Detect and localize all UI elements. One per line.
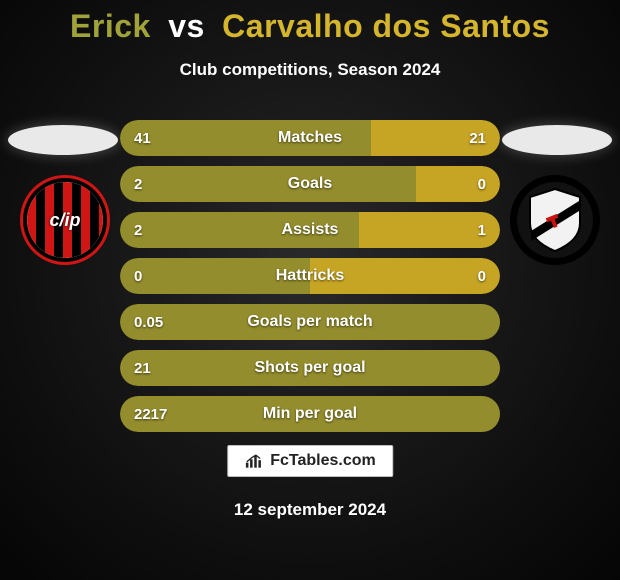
page-title: Erick vs Carvalho dos Santos — [0, 8, 620, 45]
vs-separator: vs — [168, 8, 205, 44]
stat-row-min-per-goal: Min per goal2217 — [120, 396, 500, 432]
player-b-name: Carvalho dos Santos — [222, 8, 550, 44]
stat-label: Matches — [120, 120, 500, 156]
team-a-crest: c/ip — [20, 175, 110, 265]
team-b-crest — [510, 175, 600, 265]
stat-label: Min per goal — [120, 396, 500, 432]
stat-label: Goals — [120, 166, 500, 202]
stat-value-b: 0 — [478, 166, 486, 202]
stat-row-goals: Goals2 0 — [120, 166, 500, 202]
shield-icon — [525, 187, 585, 253]
player-a-halo — [8, 125, 118, 155]
stat-value-b: 0 — [478, 258, 486, 294]
stat-label: Hattricks — [120, 258, 500, 294]
subtitle: Club competitions, Season 2024 — [0, 60, 620, 80]
player-a-name: Erick — [70, 8, 151, 44]
stat-row-hattricks: Hattricks0 0 — [120, 258, 500, 294]
stat-row-assists: Assists2 1 — [120, 212, 500, 248]
player-b-halo — [502, 125, 612, 155]
stat-value-a: 2217 — [134, 396, 167, 432]
stat-row-matches: Matches41 21 — [120, 120, 500, 156]
crest-a-text: c/ip — [49, 210, 80, 231]
comparison-infographic: Erick vs Carvalho dos Santos Club compet… — [0, 0, 620, 580]
stat-value-a: 21 — [134, 350, 151, 386]
stat-row-shots-per-goal: Shots per goal21 — [120, 350, 500, 386]
stat-value-b: 1 — [478, 212, 486, 248]
stat-value-a: 2 — [134, 212, 142, 248]
stat-value-a: 41 — [134, 120, 151, 156]
stat-value-b: 21 — [469, 120, 486, 156]
stat-label: Assists — [120, 212, 500, 248]
stat-value-a: 2 — [134, 166, 142, 202]
watermark-text: FcTables.com — [270, 452, 376, 470]
stat-value-a: 0.05 — [134, 304, 163, 340]
bar-chart-icon — [244, 452, 264, 470]
stat-rows: Matches4121Goals20Assists21Hattricks00Go… — [120, 120, 500, 442]
watermark: FcTables.com — [227, 445, 393, 477]
stat-value-a: 0 — [134, 258, 142, 294]
stat-row-goals-per-match: Goals per match0.05 — [120, 304, 500, 340]
stat-label: Shots per goal — [120, 350, 500, 386]
stat-label: Goals per match — [120, 304, 500, 340]
date-line: 12 september 2024 — [0, 500, 620, 520]
